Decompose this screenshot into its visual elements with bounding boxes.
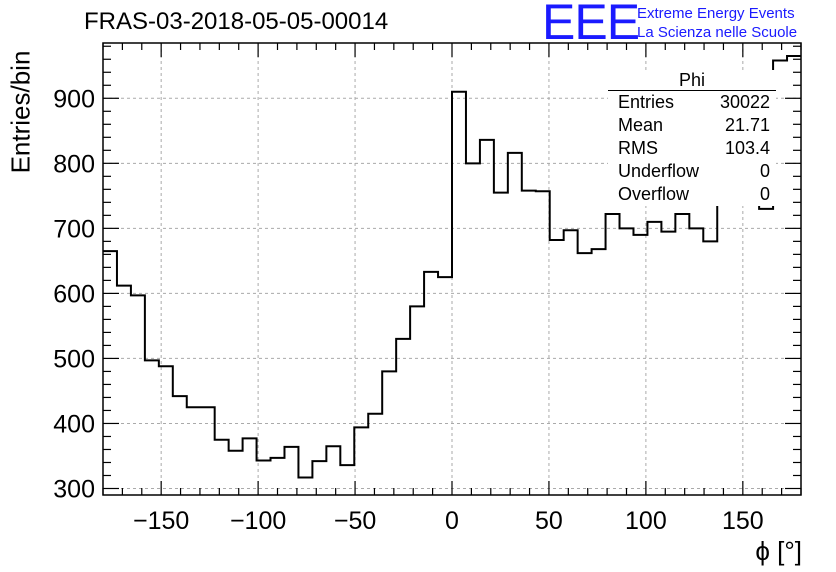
- stats-row-entries: Entries 30022: [608, 91, 776, 114]
- histogram-bin: [466, 163, 480, 495]
- histogram-bin: [606, 214, 620, 495]
- histogram-bin: [689, 228, 703, 495]
- histogram-bin: [703, 241, 717, 495]
- histogram-bin: [117, 286, 131, 495]
- histogram-bin: [508, 153, 522, 495]
- x-tick-label: 100: [625, 507, 667, 535]
- x-tick-label: −100: [230, 507, 286, 535]
- y-tick-label: 500: [53, 345, 95, 373]
- stats-value: 0: [759, 184, 770, 204]
- stats-box: Phi Entries 30022 Mean 21.71 RMS 103.4 U…: [608, 70, 776, 206]
- histogram-bin: [438, 277, 452, 495]
- stats-row-overflow: Overflow 0: [608, 183, 776, 206]
- histogram-bin: [661, 232, 675, 495]
- histogram-bin: [368, 414, 382, 495]
- x-tick-label: −50: [334, 507, 376, 535]
- y-tick-label: 300: [53, 475, 95, 503]
- histogram-bin: [494, 193, 508, 495]
- eee-logo: EEE: [542, 0, 640, 50]
- histogram-bin: [633, 235, 647, 495]
- histogram-bin: [620, 228, 634, 495]
- histogram-bin: [243, 438, 257, 495]
- histogram-bin: [522, 191, 536, 495]
- stats-value: 103.4: [724, 138, 770, 158]
- plot-title: FRAS-03-2018-05-05-00014: [84, 8, 389, 35]
- histogram-bin: [326, 446, 340, 495]
- histogram-bin: [578, 253, 592, 495]
- histogram-bin: [759, 209, 773, 495]
- histogram-bin: [675, 214, 689, 495]
- histogram-bin: [410, 306, 424, 495]
- histogram-bin: [284, 447, 298, 495]
- x-tick-label: 0: [445, 507, 459, 535]
- stats-title: Phi: [608, 70, 776, 91]
- histogram-bin: [647, 222, 661, 495]
- histogram-bin: [536, 191, 550, 495]
- histogram-bin: [145, 360, 159, 495]
- histogram-bin: [159, 366, 173, 495]
- y-tick-label: 800: [53, 150, 95, 178]
- histogram-bin: [480, 140, 494, 495]
- histogram-bin: [396, 339, 410, 495]
- histogram-bin: [382, 371, 396, 495]
- histogram-bin: [312, 461, 326, 495]
- x-tick-label: 50: [535, 507, 563, 535]
- histogram-bin: [452, 92, 466, 495]
- histogram-bin: [131, 295, 145, 495]
- histogram-bin: [731, 188, 745, 495]
- histogram-bin: [787, 56, 801, 495]
- stats-row-mean: Mean 21.71: [608, 114, 776, 137]
- histogram-bin: [173, 396, 187, 495]
- stats-label: Overflow: [618, 184, 690, 204]
- histogram-bin: [745, 160, 759, 495]
- histogram-bin: [354, 427, 368, 495]
- histogram-bin: [592, 249, 606, 495]
- y-axis-label: Entries/bin: [5, 50, 36, 174]
- logo-line-2: La Scienza nelle Scuole: [637, 24, 798, 41]
- x-axis-label: ϕ [°]: [755, 536, 802, 566]
- y-tick-label: 400: [53, 410, 95, 438]
- stats-label: Mean: [618, 115, 664, 135]
- histogram-bin: [187, 407, 201, 495]
- stats-value: 21.71: [724, 115, 770, 135]
- x-tick-label: 150: [722, 507, 764, 535]
- stats-row-rms: RMS 103.4: [608, 137, 776, 160]
- histogram-bin: [201, 407, 215, 495]
- histogram-bin: [717, 191, 731, 495]
- histogram-bin: [215, 440, 229, 495]
- x-tick-label: −150: [133, 507, 189, 535]
- histogram-bin: [229, 451, 243, 495]
- logo-line-1: Extreme Energy Events: [637, 5, 795, 22]
- logo-caption: Extreme Energy Events La Scienza nelle S…: [637, 4, 797, 42]
- y-tick-label: 700: [53, 215, 95, 243]
- histogram-bin: [340, 465, 354, 495]
- stats-label: Underflow: [618, 161, 700, 181]
- histogram-bin: [424, 272, 438, 495]
- y-tick-label: 900: [53, 85, 95, 113]
- stats-value: 0: [759, 161, 770, 181]
- histogram-bin: [564, 230, 578, 495]
- histogram-bin: [550, 240, 564, 495]
- histogram-bin: [103, 251, 117, 495]
- stats-label: RMS: [618, 138, 658, 158]
- histogram-series: [103, 55, 801, 479]
- stats-value: 30022: [719, 92, 770, 112]
- y-tick-label: 600: [53, 280, 95, 308]
- stats-label: Entries: [618, 92, 675, 112]
- stats-row-underflow: Underflow 0: [608, 160, 776, 183]
- histogram-bin: [298, 477, 312, 495]
